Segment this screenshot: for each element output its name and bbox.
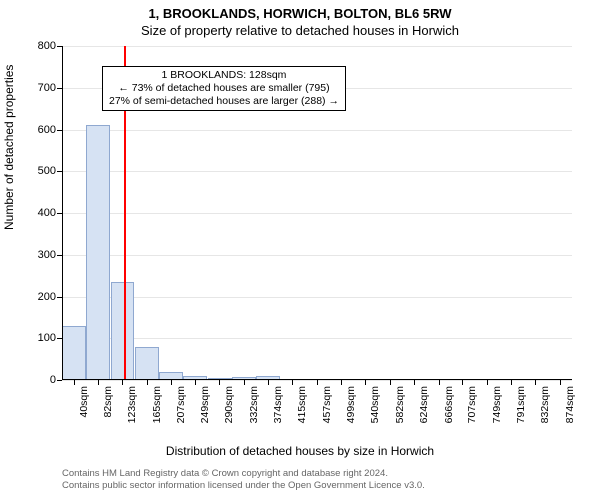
x-tick-mark xyxy=(122,380,123,385)
histogram-bar xyxy=(135,347,159,380)
x-tick-label: 499sqm xyxy=(345,386,357,430)
x-tick-label: 582sqm xyxy=(394,386,406,430)
x-tick-mark xyxy=(341,380,342,385)
gridline xyxy=(62,213,572,214)
y-tick-label: 400 xyxy=(22,207,56,219)
x-tick-label: 332sqm xyxy=(248,386,260,430)
x-tick-label: 123sqm xyxy=(126,386,138,430)
credit-line: Contains HM Land Registry data © Crown c… xyxy=(62,468,425,480)
x-axis-label: Distribution of detached houses by size … xyxy=(0,444,600,458)
x-tick-label: 707sqm xyxy=(466,386,478,430)
gridline xyxy=(62,297,572,298)
y-tick-label: 600 xyxy=(22,124,56,136)
x-ticks: 40sqm 82sqm 123sqm 165sqm 207sqm 249sqm 290sqm… xyxy=(62,380,572,440)
x-tick-label: 749sqm xyxy=(491,386,503,430)
gridline xyxy=(62,338,572,339)
y-tick-label: 0 xyxy=(22,374,56,386)
x-tick-label: 374sqm xyxy=(272,386,284,430)
x-tick-label: 832sqm xyxy=(539,386,551,430)
x-tick-mark xyxy=(195,380,196,385)
y-tick-label: 700 xyxy=(22,82,56,94)
y-tick-label: 100 xyxy=(22,332,56,344)
histogram-bar xyxy=(86,125,110,380)
annotation-line: 1 BROOKLANDS: 128sqm xyxy=(109,69,339,82)
x-tick-mark xyxy=(439,380,440,385)
gridline xyxy=(62,255,572,256)
x-tick-mark xyxy=(292,380,293,385)
gridline xyxy=(62,130,572,131)
histogram-bar xyxy=(111,282,135,380)
x-tick-label: 540sqm xyxy=(369,386,381,430)
plot-area: 01002003004005006007008001 BROOKLANDS: 1… xyxy=(62,46,572,380)
x-tick-label: 666sqm xyxy=(443,386,455,430)
annotation-line: ← 73% of detached houses are smaller (79… xyxy=(109,82,339,95)
x-tick-label: 624sqm xyxy=(418,386,430,430)
y-axis-label: Number of detached properties xyxy=(2,65,16,230)
title-sub: Size of property relative to detached ho… xyxy=(0,21,600,38)
credit-line: Contains public sector information licen… xyxy=(62,480,425,492)
x-tick-mark xyxy=(317,380,318,385)
y-tick-label: 200 xyxy=(22,291,56,303)
x-tick-label: 207sqm xyxy=(175,386,187,430)
x-tick-mark xyxy=(462,380,463,385)
x-tick-mark xyxy=(268,380,269,385)
y-tick-label: 300 xyxy=(22,249,56,261)
title-main: 1, BROOKLANDS, HORWICH, BOLTON, BL6 5RW xyxy=(0,0,600,21)
x-tick-label: 290sqm xyxy=(223,386,235,430)
annotation-box: 1 BROOKLANDS: 128sqm← 73% of detached ho… xyxy=(102,66,346,111)
x-tick-mark xyxy=(560,380,561,385)
x-tick-label: 249sqm xyxy=(199,386,211,430)
x-tick-mark xyxy=(171,380,172,385)
chart-root: 1, BROOKLANDS, HORWICH, BOLTON, BL6 5RW … xyxy=(0,0,600,500)
y-tick-label: 500 xyxy=(22,165,56,177)
x-tick-mark xyxy=(219,380,220,385)
y-axis-line xyxy=(62,46,63,380)
gridline xyxy=(62,46,572,47)
x-tick-mark xyxy=(511,380,512,385)
x-tick-mark xyxy=(244,380,245,385)
x-tick-mark xyxy=(74,380,75,385)
x-tick-label: 874sqm xyxy=(564,386,576,430)
x-tick-mark xyxy=(98,380,99,385)
x-tick-label: 40sqm xyxy=(78,386,90,430)
x-tick-label: 415sqm xyxy=(296,386,308,430)
x-tick-label: 791sqm xyxy=(515,386,527,430)
credit-text: Contains HM Land Registry data © Crown c… xyxy=(62,468,425,492)
x-tick-mark xyxy=(390,380,391,385)
histogram-bar xyxy=(62,326,86,380)
x-tick-mark xyxy=(147,380,148,385)
gridline xyxy=(62,171,572,172)
y-tick-label: 800 xyxy=(22,40,56,52)
x-tick-label: 165sqm xyxy=(151,386,163,430)
x-tick-mark xyxy=(414,380,415,385)
x-tick-mark xyxy=(365,380,366,385)
x-tick-label: 82sqm xyxy=(102,386,114,430)
annotation-line: 27% of semi-detached houses are larger (… xyxy=(109,95,339,108)
x-tick-mark xyxy=(487,380,488,385)
x-tick-mark xyxy=(535,380,536,385)
x-tick-label: 457sqm xyxy=(321,386,333,430)
